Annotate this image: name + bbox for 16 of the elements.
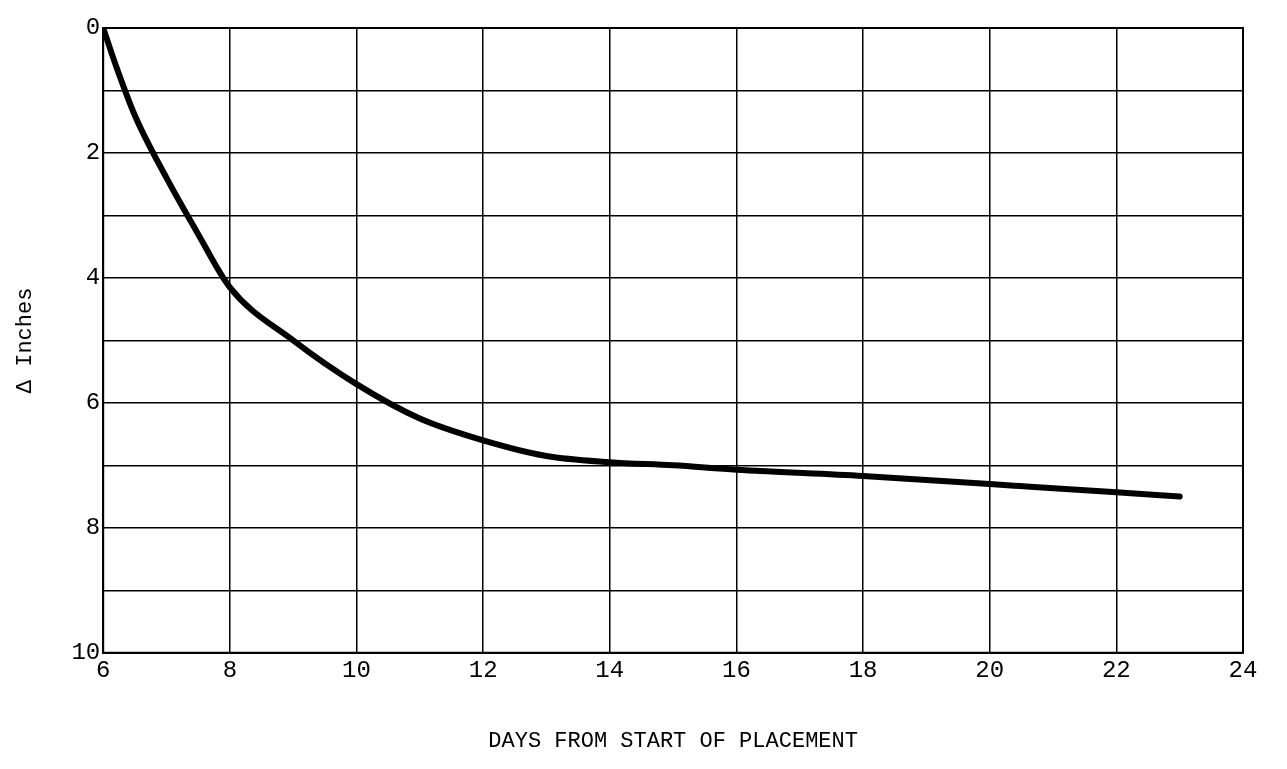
y-tick-label: 2: [85, 139, 101, 167]
x-tick-label: 8: [222, 656, 238, 684]
x-tick-label: 18: [848, 656, 878, 684]
x-tick-label: 16: [722, 656, 751, 684]
y-tick-label: 0: [85, 14, 101, 42]
y-tick-label: 8: [85, 514, 101, 542]
x-tick-label: 20: [975, 656, 1005, 684]
x-tick-label: 12: [468, 656, 498, 684]
x-tick-label: 22: [1101, 656, 1131, 684]
y-tick-label: 6: [85, 389, 101, 417]
x-tick-label: 24: [1228, 656, 1258, 684]
y-axis-title: Δ Inches: [13, 287, 39, 394]
x-tick-label: 14: [595, 656, 625, 684]
x-axis-title: DAYS FROM START OF PLACEMENT: [488, 728, 858, 754]
x-tick-label: 10: [342, 656, 371, 684]
y-tick-label: 4: [85, 264, 101, 292]
